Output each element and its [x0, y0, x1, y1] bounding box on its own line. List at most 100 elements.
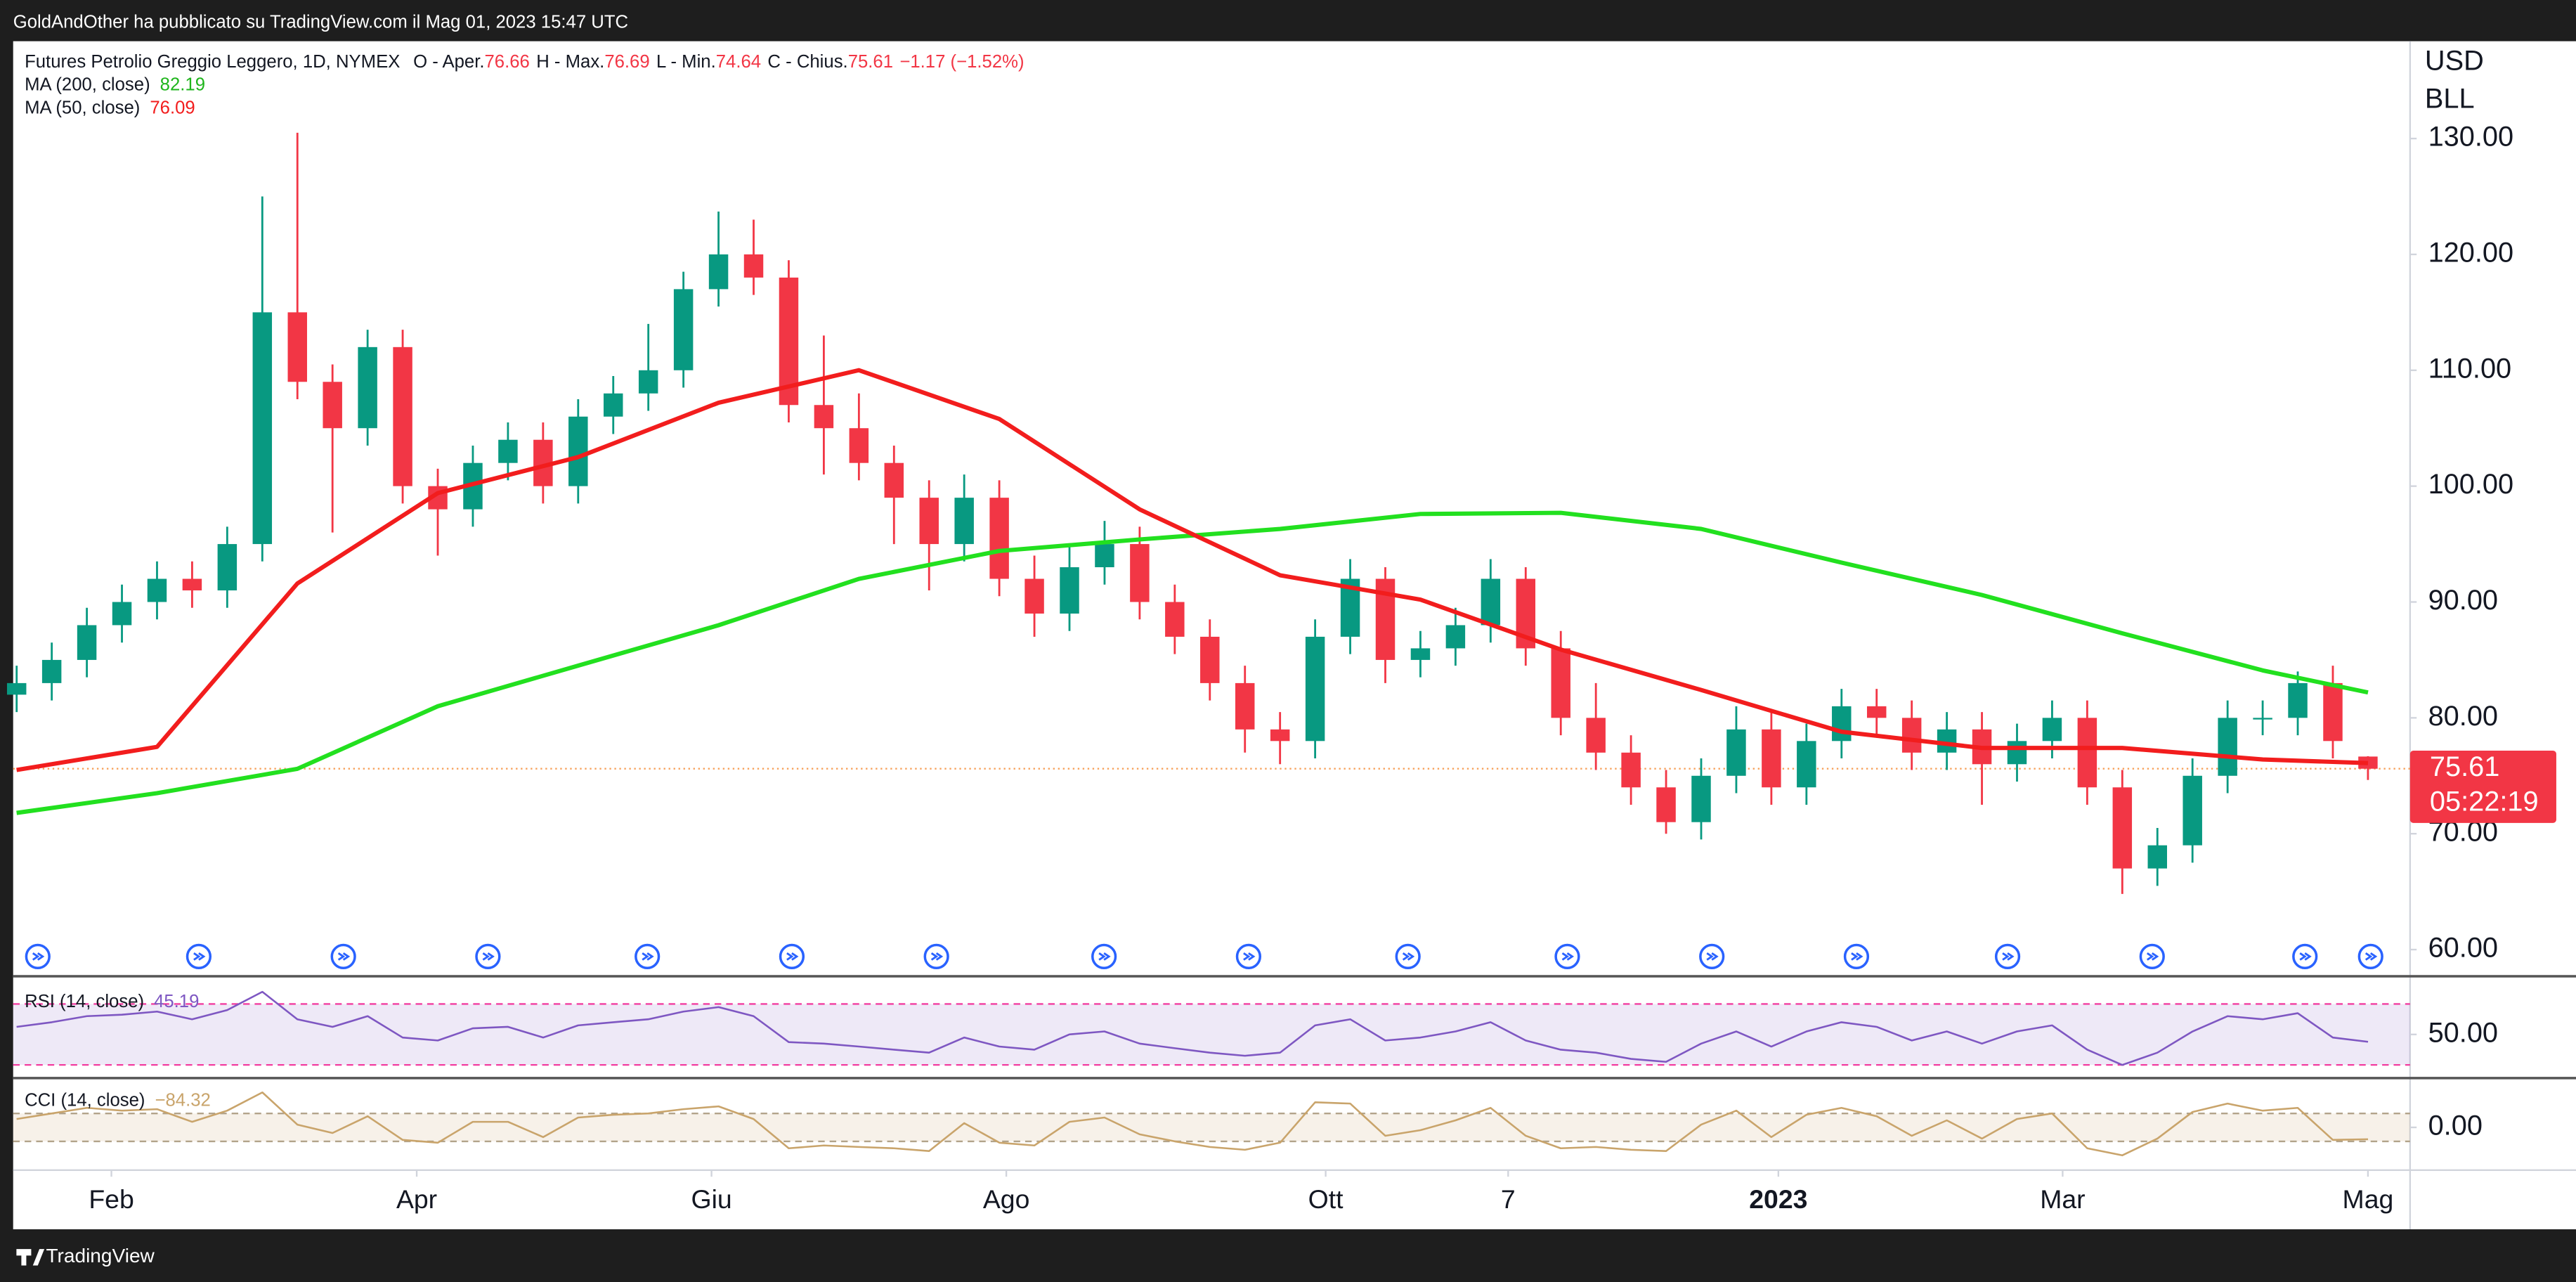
legend-value: 74.64: [716, 52, 761, 72]
event-icon-arrow: [32, 952, 45, 961]
candle-body: [1551, 648, 1570, 718]
price-label: 75.61: [2430, 751, 2499, 782]
candle-body: [2323, 682, 2343, 742]
candle-body: [673, 289, 694, 370]
candle-body: [1901, 718, 1922, 753]
candle-body: [217, 544, 238, 591]
band-fill: [13, 1004, 2410, 1066]
legend-change: −1.17 (−1.52%): [899, 52, 1024, 72]
event-icon-arrow: [1851, 952, 1863, 961]
event-icon-arrow: [2147, 952, 2159, 961]
y-tick-label: 110.00: [2428, 353, 2512, 384]
indicator-value: −84.32: [155, 1090, 211, 1110]
candle-body: [814, 405, 834, 429]
rsi-line: [16, 990, 2369, 1066]
candle-body: [2112, 787, 2133, 869]
x-tick-label: Mar: [2040, 1184, 2085, 1214]
candle-body: [604, 393, 623, 417]
legend-value: 75.61: [848, 52, 893, 72]
header: GoldAndOther ha pubblicato su TradingVie…: [13, 13, 628, 32]
x-tick-label: Apr: [396, 1184, 437, 1214]
candle-body: [1586, 718, 1606, 753]
footer: TradingView: [46, 1245, 155, 1267]
candle-body: [708, 254, 729, 290]
event-icon-arrow: [337, 952, 351, 961]
candle-body: [2007, 741, 2027, 765]
candle-body: [884, 462, 904, 498]
price-label-box: [2409, 750, 2556, 823]
candle-body: [77, 625, 97, 660]
candle-body: [1060, 567, 1079, 614]
candle-body: [989, 498, 1009, 579]
countdown: 05:22:19: [2430, 786, 2539, 817]
legend-value: 76.66: [485, 52, 530, 72]
x-tick-label: Ago: [983, 1184, 1030, 1214]
legend-value: 76.09: [150, 98, 195, 117]
candle-body: [2253, 718, 2272, 720]
ma-line: [16, 368, 2369, 772]
candle-body: [1130, 544, 1150, 602]
candle-body: [2147, 845, 2168, 869]
x-tick-label: 2023: [1749, 1184, 1807, 1214]
candle-body: [252, 312, 273, 545]
currency: USD: [2425, 46, 2484, 77]
event-icon-arrow: [2002, 952, 2015, 961]
candle-body: [2183, 775, 2202, 846]
legend-name: MA (200, close): [25, 75, 150, 95]
candle-body: [1024, 578, 1044, 614]
candle-body: [954, 498, 974, 545]
candle-body: [1410, 648, 1431, 660]
y-tick-label: 0.00: [2428, 1111, 2483, 1141]
candle-body: [393, 347, 412, 486]
candle-body: [919, 498, 939, 545]
indicator-name: RSI (14, close): [25, 992, 144, 1011]
candle-body: [1656, 787, 1676, 822]
candle-body: [568, 416, 588, 486]
legend-label: H - Max.: [536, 52, 604, 72]
candle-body: [1691, 775, 1711, 822]
y-tick-label: 50.00: [2428, 1017, 2498, 1048]
unit: BLL: [2425, 83, 2475, 114]
candle-body: [2077, 718, 2097, 788]
legend-value: 76.69: [604, 52, 649, 72]
candle-body: [2042, 718, 2062, 742]
y-tick-label: 100.00: [2428, 469, 2514, 500]
legend-label: C - Chius.: [767, 52, 847, 72]
candle-body: [1726, 729, 1746, 776]
indicator-name: CCI (14, close): [25, 1090, 145, 1110]
candle-body: [147, 578, 167, 602]
candle-body: [1200, 636, 1220, 683]
candle-body: [323, 382, 342, 429]
event-icon-arrow: [2299, 952, 2312, 961]
event-icon-arrow: [1561, 952, 1575, 961]
y-tick-label: 120.00: [2428, 237, 2514, 268]
candle-body: [1797, 741, 1816, 788]
x-tick-label: Mag: [2343, 1184, 2394, 1214]
candle-body: [1095, 544, 1114, 568]
y-tick-label: 60.00: [2428, 933, 2498, 964]
candle-body: [287, 312, 307, 382]
event-icon-arrow: [786, 952, 799, 961]
event-icon-arrow: [1098, 952, 1111, 961]
y-tick-label: 130.00: [2428, 122, 2514, 153]
event-icon-arrow: [1706, 952, 1719, 961]
event-icon-arrow: [930, 952, 944, 961]
candle-body: [1866, 706, 1887, 718]
event-icon-arrow: [193, 952, 206, 961]
candle-body: [1270, 729, 1290, 742]
candle-body: [182, 578, 202, 591]
x-tick-label: 7: [1501, 1184, 1516, 1214]
candle-body: [1165, 602, 1185, 637]
event-icon-arrow: [2364, 952, 2378, 961]
y-tick-label: 80.00: [2428, 701, 2498, 732]
event-icon-arrow: [1243, 952, 1256, 961]
legend-value: 82.19: [160, 75, 205, 95]
candle-body: [1621, 752, 1641, 788]
candle-body: [6, 682, 27, 695]
candle-body: [1762, 729, 1781, 788]
y-tick-label: 90.00: [2428, 585, 2498, 616]
x-tick-label: Feb: [89, 1184, 134, 1214]
candle-body: [2218, 718, 2237, 776]
chart-area: [13, 41, 2576, 1230]
